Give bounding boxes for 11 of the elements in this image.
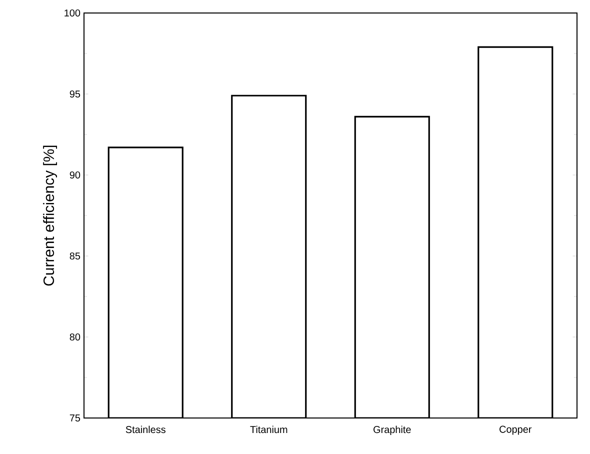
x-tick-label: Graphite [374,426,411,436]
y-tick-label: 75 [70,414,80,422]
y-tick-label: 100 [64,9,80,17]
y-tick-label: 95 [70,90,80,98]
y-axis-title: Current efficiency [%] [43,146,58,286]
x-tick-label: Copper [500,426,532,435]
x-tick-label: Stainless [126,426,166,434]
x-tick-label: Titanium [250,426,288,434]
y-tick-label: 90 [70,171,80,179]
y-tick-label: 85 [70,252,80,260]
y-tick-label: 80 [70,333,80,341]
